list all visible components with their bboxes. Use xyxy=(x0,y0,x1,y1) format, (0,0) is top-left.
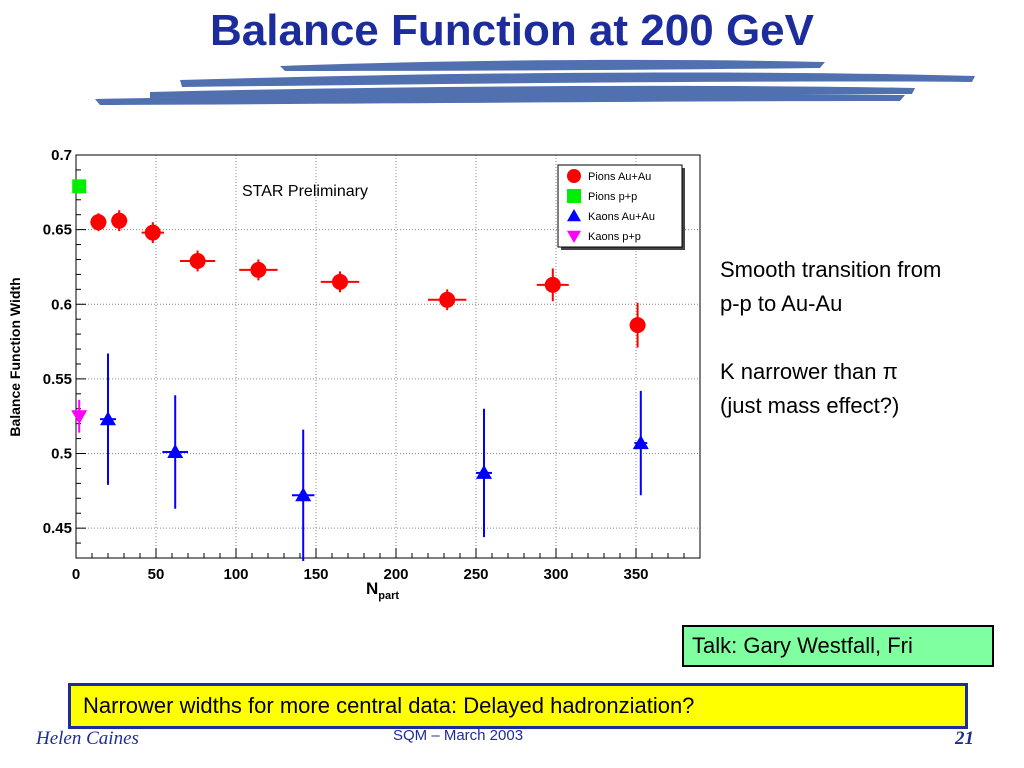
slide-title: Balance Function at 200 GeV xyxy=(210,6,814,55)
footer-conference: SQM – March 2003 xyxy=(393,727,524,744)
legend-pions-au-au-marker xyxy=(567,169,581,183)
chart-annotation: STAR Preliminary xyxy=(242,183,368,200)
x-axis-label: Npart xyxy=(366,579,399,602)
x-tick-label: 200 xyxy=(383,566,408,583)
y-tick-label: 0.6 xyxy=(51,296,72,313)
y-tick-label: 0.7 xyxy=(51,147,72,164)
talk-reference-box: Talk: Gary Westfall, Fri xyxy=(682,625,994,667)
legend-pions-p-p-label: Pions p+p xyxy=(588,191,637,203)
x-tick-label: 300 xyxy=(543,566,568,583)
x-tick-label: 150 xyxy=(303,566,328,583)
chart-data-points xyxy=(71,179,649,561)
annotation-line-2: p-p to Au-Au xyxy=(720,291,843,316)
legend-kaons-au-au-marker xyxy=(567,209,581,222)
pions-au-au-point xyxy=(439,291,456,308)
x-tick-label: 350 xyxy=(623,566,648,583)
annotation-line-4: (just mass effect?) xyxy=(720,393,900,418)
x-axis-label-subscript: part xyxy=(378,590,399,602)
y-tick-label: 0.65 xyxy=(43,222,72,239)
chart-grid xyxy=(76,155,700,558)
conclusion-note-box: Narrower widths for more central data: D… xyxy=(68,683,968,729)
pions-p-p-point xyxy=(72,179,87,194)
annotation-line-3: K narrower than π xyxy=(720,359,898,384)
brush-stroke-3 xyxy=(150,85,915,98)
pions-au-au-point xyxy=(629,317,646,334)
brush-stroke-4 xyxy=(95,93,905,105)
y-axis-label: Balance Function Width xyxy=(7,277,23,436)
pions-au-au-point xyxy=(250,261,267,278)
kaons-au-au-point xyxy=(632,435,649,450)
chart-legend: Pions Au+Au Pions p+p Kaons Au+Au Kaons p+p xyxy=(557,164,685,250)
brush-stroke-2 xyxy=(180,72,975,87)
kaons-p-p-point xyxy=(71,410,88,425)
x-axis-label-main: N xyxy=(366,579,378,598)
x-tick-label: 0 xyxy=(72,566,80,583)
pions-au-au-point xyxy=(111,212,128,229)
pions-au-au-point xyxy=(144,224,161,241)
legend-pions-p-p-marker xyxy=(567,189,581,203)
y-tick-label: 0.55 xyxy=(43,371,72,388)
x-tick-label: 250 xyxy=(463,566,488,583)
x-tick-label: 50 xyxy=(148,566,165,583)
x-tick-label: 100 xyxy=(223,566,248,583)
pions-au-au-point xyxy=(90,214,107,231)
annotation-line-1: Smooth transition from xyxy=(720,257,942,282)
pions-au-au-point xyxy=(544,276,561,293)
kaons-au-au-point xyxy=(295,487,312,502)
kaons-au-au-point xyxy=(100,411,116,426)
footer-author: Helen Caines xyxy=(36,728,139,749)
y-tick-label: 0.5 xyxy=(51,446,72,463)
page-number: 21 xyxy=(955,728,974,749)
pions-au-au-point xyxy=(189,252,206,269)
brush-stroke-1 xyxy=(280,59,825,71)
plot-frame xyxy=(75,154,701,559)
legend-kaons-au-au-label: Kaons Au+Au xyxy=(588,211,655,223)
legend-kaons-p-p-marker xyxy=(567,230,581,243)
legend-kaons-p-p-label: Kaons p+p xyxy=(588,231,641,243)
kaons-au-au-point xyxy=(167,444,184,459)
chart-ticks: 0 50 100 150 200 250 300 350 0.45 0.5 0.55 0.6 0.65 0… xyxy=(43,147,701,583)
kaons-au-au-point xyxy=(476,464,492,479)
y-tick-label: 0.45 xyxy=(43,520,72,537)
pions-au-au-point xyxy=(332,273,348,290)
legend-pions-au-au-label: Pions Au+Au xyxy=(588,171,651,183)
